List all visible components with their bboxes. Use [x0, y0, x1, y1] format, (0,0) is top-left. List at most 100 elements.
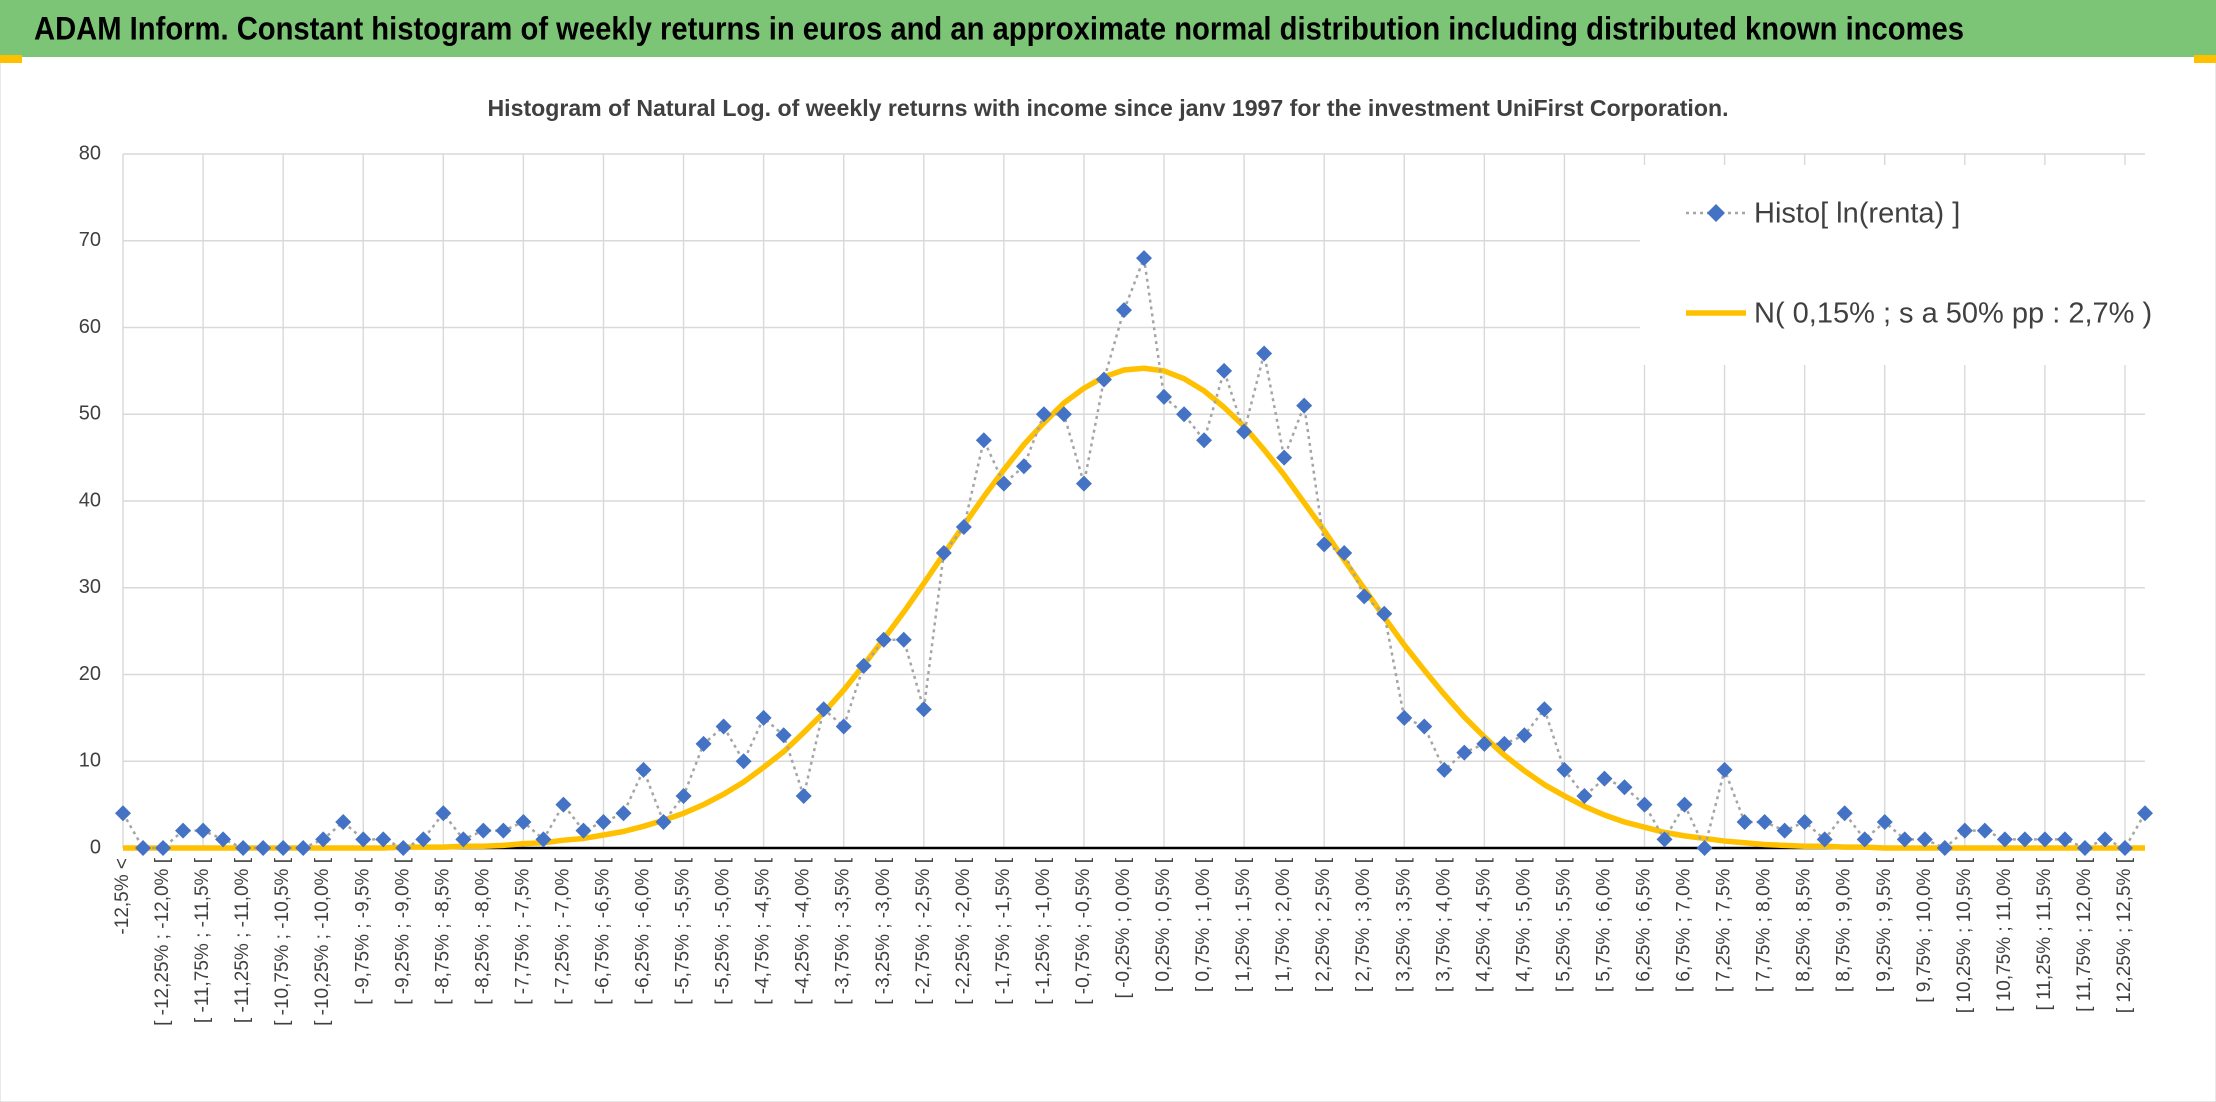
- x-tick-label: [ -1,75% ; -1,5% [: [993, 857, 1014, 1005]
- data-point: [1316, 536, 1333, 553]
- data-point: [715, 718, 732, 735]
- data-point: [1176, 406, 1193, 423]
- data-point: [1536, 701, 1553, 718]
- x-tick-label: [ 1,75% ; 2,0% [: [1273, 857, 1294, 992]
- data-point: [675, 787, 692, 804]
- data-point: [1156, 388, 1173, 405]
- data-point: [2116, 840, 2133, 856]
- data-point: [795, 787, 812, 804]
- data-point: [355, 831, 372, 848]
- x-tick-label: [ 10,75% ; 11,0% [: [1994, 857, 2015, 1012]
- data-point: [1136, 250, 1153, 267]
- data-point: [895, 631, 912, 648]
- data-point: [575, 822, 592, 839]
- data-point: [475, 822, 492, 839]
- data-point: [1416, 718, 1433, 735]
- x-tick-label: [ -11,25% ; -11,0% [: [232, 857, 253, 1023]
- data-point: [1075, 475, 1092, 492]
- x-tick-label: [ 0,75% ; 1,0% [: [1193, 857, 1214, 992]
- data-point: [1396, 709, 1413, 726]
- data-point: [415, 831, 432, 848]
- data-point: [1976, 822, 1993, 839]
- data-point: [955, 519, 972, 536]
- data-point: [815, 701, 832, 718]
- data-point: [835, 718, 852, 735]
- data-point: [1496, 735, 1513, 752]
- data-point: [1336, 545, 1353, 562]
- x-tick-label: [ -10,25% ; -10,0% [: [312, 857, 333, 1026]
- legend-label: Histo[ ln(renta) ]: [1754, 198, 1960, 230]
- x-tick-label: [ -8,75% ; -8,5% [: [432, 857, 453, 1005]
- data-point: [1996, 831, 2013, 848]
- y-tick-label: 80: [79, 142, 101, 164]
- data-point: [1055, 406, 1072, 423]
- x-tick-label: [ -11,75% ; -11,5% [: [192, 857, 213, 1023]
- x-tick-label: [ 1,25% ; 1,5% [: [1233, 857, 1254, 992]
- x-tick-label: [ -6,25% ; -6,0% [: [633, 857, 654, 1005]
- data-point: [2096, 831, 2113, 848]
- data-point: [215, 831, 232, 848]
- data-point: [1236, 423, 1253, 440]
- data-point: [2076, 840, 2093, 856]
- x-tick-label: [ -7,75% ; -7,5% [: [512, 857, 533, 1005]
- data-point: [2016, 831, 2033, 848]
- y-tick-label: 0: [90, 836, 101, 858]
- data-point: [435, 805, 452, 822]
- data-point: [1676, 796, 1693, 813]
- data-point: [855, 657, 872, 674]
- data-point: [1876, 813, 1893, 830]
- data-point: [1095, 371, 1112, 388]
- x-tick-label: [ 11,25% ; 11,5% [: [2034, 857, 2055, 1010]
- data-point: [695, 735, 712, 752]
- x-tick-label: [ 7,25% ; 7,5% [: [1714, 857, 1735, 992]
- x-tick-label: [ -9,25% ; -9,0% [: [392, 857, 413, 1005]
- data-point: [235, 840, 252, 856]
- x-tick-label: [ -8,25% ; -8,0% [: [472, 857, 493, 1005]
- x-tick-label: [ -5,25% ; -5,0% [: [713, 857, 734, 1005]
- data-point: [135, 840, 152, 856]
- data-point: [1756, 813, 1773, 830]
- x-tick-label: [ -3,25% ; -3,0% [: [873, 857, 894, 1005]
- data-point: [1436, 761, 1453, 778]
- legend-label: N( 0,15% ; s a 50% pp : 2,7% ): [1754, 298, 2152, 330]
- data-point: [1596, 770, 1613, 787]
- x-tick-label: [ -4,75% ; -4,5% [: [753, 857, 774, 1005]
- data-point: [615, 805, 632, 822]
- header-title: ADAM Inform. Constant histogram of weekl…: [34, 10, 1964, 46]
- series-line: [123, 365, 2145, 851]
- data-point: [1035, 406, 1052, 423]
- data-point: [655, 813, 672, 830]
- data-point: [635, 761, 652, 778]
- x-tick-label: [ -10,75% ; -10,5% [: [272, 857, 293, 1026]
- data-point: [275, 840, 292, 856]
- data-point: [1356, 588, 1373, 605]
- x-tick-label: [ -3,75% ; -3,5% [: [833, 857, 854, 1005]
- data-point: [555, 796, 572, 813]
- data-point: [775, 727, 792, 744]
- data-point: [395, 840, 412, 856]
- x-tick-label: [ 6,75% ; 7,0% [: [1674, 857, 1695, 992]
- data-point: [915, 701, 932, 718]
- x-tick-label: [ 9,25% ; 9,5% [: [1874, 857, 1895, 992]
- x-tick-label: [ -12,25% ; -12,0% [: [152, 857, 173, 1026]
- x-tick-label: [ 2,25% ; 2,5% [: [1313, 857, 1334, 992]
- x-tick-label: [ 4,75% ; 5,0% [: [1513, 857, 1534, 992]
- x-tick-label: [ -2,25% ; -2,0% [: [953, 857, 974, 1005]
- x-tick-label: [ 5,25% ; 5,5% [: [1553, 857, 1574, 992]
- data-point: [195, 822, 212, 839]
- data-point: [255, 840, 272, 856]
- x-tick-label: [ -5,75% ; -5,5% [: [673, 857, 694, 1005]
- y-tick-label: 70: [79, 229, 101, 251]
- data-point: [1636, 796, 1653, 813]
- data-point: [995, 475, 1012, 492]
- x-tick-label: [ -7,25% ; -7,0% [: [552, 857, 573, 1005]
- data-point: [1656, 831, 1673, 848]
- x-tick-label: [ 2,75% ; 3,0% [: [1353, 857, 1374, 992]
- data-point: [335, 813, 352, 830]
- data-point: [2137, 805, 2153, 822]
- x-tick-label: [ 10,25% ; 10,5% [: [1954, 857, 1975, 1013]
- data-point: [115, 805, 131, 822]
- corner-accent: [2194, 55, 2216, 63]
- x-tick-label: [ -9,75% ; -9,5% [: [352, 857, 373, 1005]
